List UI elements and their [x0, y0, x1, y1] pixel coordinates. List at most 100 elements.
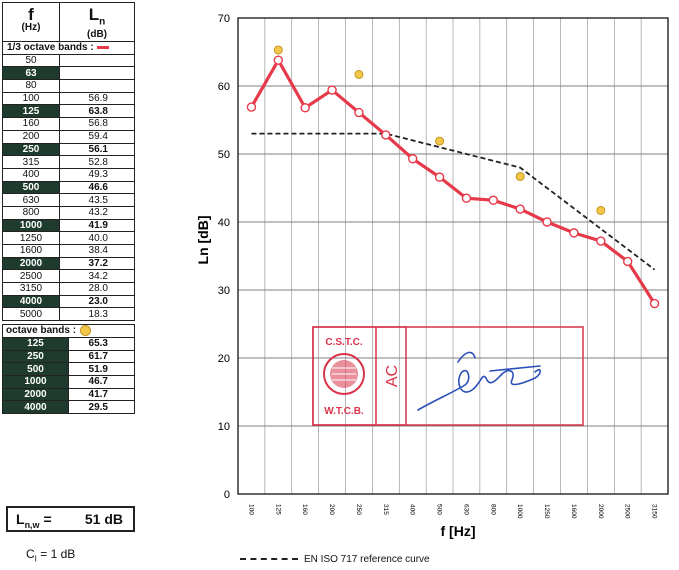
frequency-cell: 2500: [2, 269, 60, 284]
third-octave-curve: [246, 55, 660, 309]
frequency-cell: 50: [2, 53, 60, 68]
third-octave-point: [649, 298, 660, 309]
third-octave-point: [542, 217, 552, 227]
octave-frequency-cell: 500: [2, 362, 69, 376]
table-row: 400 49.3: [2, 167, 135, 182]
level-cell: [59, 79, 135, 93]
table-row: 2500 34.2: [2, 269, 135, 284]
level-cell: 40.0: [59, 231, 135, 245]
x-tick-label: 160: [301, 504, 308, 515]
y-axis-label: Ln [dB]: [195, 216, 211, 265]
third-octave-point: [273, 55, 284, 65]
octave-level-cell: 65.3: [68, 336, 135, 351]
frequency-cell: 1250: [2, 231, 60, 245]
chart-grid: [238, 17, 668, 495]
impact-sound-chart: 0 10 20 30 40 50 60 70 100 125 160 200 250 315 400 500…: [195, 13, 669, 539]
x-tick-label: 800: [489, 504, 496, 515]
octave-points: [273, 45, 606, 215]
frequency-cell: 500: [2, 180, 60, 195]
y-tick-label: 30: [218, 285, 230, 297]
third-octave-point: [488, 195, 499, 205]
third-octave-point: [569, 228, 579, 238]
third-octave-table: f (Hz) Ln (dB) 1/3 octave bands : 50 63 80…: [2, 2, 135, 322]
frequency-cell: 4000: [2, 294, 60, 309]
frequency-cell: 125: [2, 104, 60, 119]
frequency-cell: 100: [2, 91, 60, 106]
frequency-cell: 1000: [2, 218, 60, 233]
third-octave-section-label: 1/3 octave bands :: [2, 41, 135, 55]
plot-frame: [237, 17, 669, 495]
level-column-header: Ln (dB): [59, 2, 135, 42]
level-cell: 63.8: [59, 104, 135, 119]
y-tick-label: 50: [218, 149, 230, 161]
y-tick-label: 20: [218, 353, 230, 365]
dashed-line-legend-icon: [240, 558, 298, 561]
table-row: 3150 28.0: [2, 282, 135, 296]
table-row: 630 43.5: [2, 193, 135, 207]
level-cell: 23.0: [59, 294, 135, 309]
octave-frequency-cell: 4000: [2, 400, 69, 414]
table-row: 1250 40.0: [2, 231, 135, 245]
table-row: 200 59.4: [2, 129, 135, 144]
signature: [417, 351, 542, 411]
level-cell: 49.3: [59, 167, 135, 182]
level-cell: 41.9: [59, 218, 135, 233]
octave-frequency-cell: 2000: [2, 387, 69, 402]
third-octave-section-row: 1/3 octave bands :: [2, 41, 135, 55]
frequency-cell: 250: [2, 142, 60, 157]
y-tick-label: 40: [218, 217, 230, 229]
table-row: 80: [2, 79, 135, 93]
x-tick-label: 315: [382, 504, 389, 515]
third-octave-point: [354, 107, 364, 118]
octave-frequency-cell: 1000: [2, 374, 69, 389]
level-cell: 52.8: [59, 155, 135, 169]
table-row: 1000 46.7: [2, 374, 135, 389]
octave-level-cell: 41.7: [68, 387, 135, 402]
octave-point: [273, 45, 283, 55]
octave-point: [354, 69, 364, 79]
table-row: 125 63.8: [2, 104, 135, 119]
x-tick-label: 3150: [651, 504, 658, 519]
table-row: 4000 29.5: [2, 400, 135, 414]
table-row: 2000 37.2: [2, 256, 135, 271]
frequency-cell: 1600: [2, 244, 60, 258]
table-row: 125 65.3: [2, 336, 135, 351]
stamp-emblem: [323, 353, 365, 395]
y-axis-ticks: 0 10 20 30 40 50 60 70: [218, 13, 230, 501]
x-tick-label: 630: [462, 504, 469, 515]
table-row: 2000 41.7: [2, 387, 135, 402]
frequency-cell: 315: [2, 155, 60, 169]
y-tick-label: 60: [218, 81, 230, 93]
frequency-cell: 80: [2, 79, 60, 93]
reference-curve-line: [251, 132, 656, 271]
table-row: 63: [2, 66, 135, 81]
frequency-unit: (Hz): [21, 22, 41, 33]
level-cell: [59, 53, 135, 68]
frequency-cell: 63: [2, 66, 60, 81]
table-row: 50: [2, 53, 135, 68]
y-tick-label: 70: [218, 13, 230, 25]
third-octave-point: [622, 256, 633, 267]
y-tick-label: 0: [224, 489, 230, 501]
weighted-level-value: 51 dB: [84, 511, 123, 527]
octave-frequency-cell: 250: [2, 349, 69, 364]
level-cell: 46.6: [59, 180, 135, 195]
red-line-legend-icon: [96, 46, 109, 50]
certification-stamp: C.S.T.C. W.T.C.B. AC: [312, 326, 584, 426]
x-tick-label: 2500: [624, 504, 631, 519]
x-tick-label: 200: [328, 504, 335, 515]
table-header-row: f (Hz) Ln (dB): [2, 2, 135, 42]
x-tick-label: 125: [274, 504, 281, 515]
octave-point: [515, 171, 525, 181]
octave-level-cell: 46.7: [68, 374, 135, 389]
x-tick-label: 250: [355, 504, 362, 515]
level-cell: 43.5: [59, 193, 135, 207]
table-row: 500 46.6: [2, 180, 135, 195]
reference-curve-legend: EN ISO 717 reference curve: [240, 554, 430, 565]
third-octave-line: [250, 58, 656, 305]
level-cell: 56.9: [59, 91, 135, 106]
y-tick-label: 10: [218, 421, 230, 433]
table-row: 100 56.9: [2, 91, 135, 106]
table-row: 5000 18.3: [2, 307, 135, 322]
level-unit: (dB): [87, 29, 107, 41]
